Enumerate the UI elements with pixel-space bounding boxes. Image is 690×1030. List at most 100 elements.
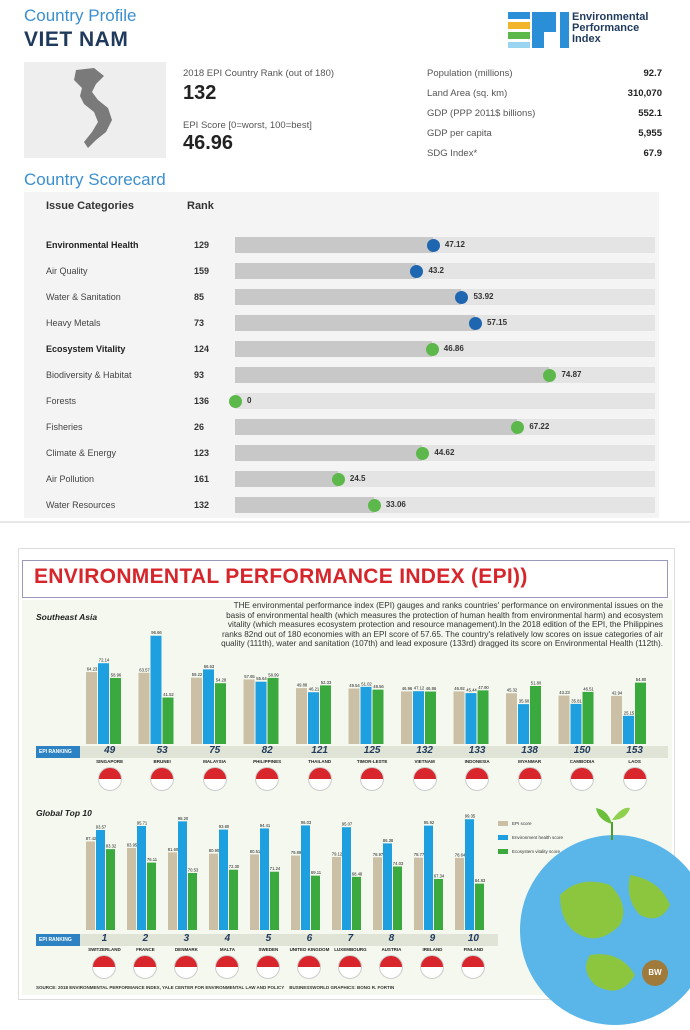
scorecard-bar bbox=[235, 289, 462, 305]
scorecard-dot bbox=[367, 498, 381, 512]
flag-singapore-icon bbox=[97, 767, 122, 791]
scorecard-rank: 123 bbox=[194, 448, 210, 458]
flag-austria-icon bbox=[379, 955, 404, 979]
bar-france-s1 bbox=[137, 826, 146, 930]
scorecard-bar bbox=[235, 341, 432, 357]
bar-value-label: 58.96 bbox=[111, 672, 122, 677]
bar-singapore-s1 bbox=[98, 663, 109, 744]
bar-united-kingdom-s2 bbox=[311, 875, 320, 930]
profile-country: VIET NAM bbox=[24, 28, 129, 51]
bar-value-label: 59.22 bbox=[192, 672, 203, 677]
bar-thailand-s1 bbox=[308, 692, 319, 744]
scorecard-rank: 132 bbox=[194, 500, 210, 510]
scorecard-bar bbox=[235, 367, 550, 383]
bar-timor-leste-s1 bbox=[360, 686, 372, 744]
bar-indonesia-s2 bbox=[477, 690, 489, 744]
country-name: SWITZERLAND bbox=[88, 947, 121, 952]
flag-switzerland-icon bbox=[92, 955, 117, 979]
rank-number: 2 bbox=[142, 933, 149, 944]
bar-value-label: 96.03 bbox=[301, 820, 312, 825]
scorecard-dot bbox=[543, 368, 557, 382]
bar-value-label: 46.96 bbox=[402, 686, 413, 691]
bar-philippines-s1 bbox=[255, 681, 267, 744]
epi-logo-icon bbox=[508, 12, 569, 48]
bar-myanmar-s0 bbox=[506, 693, 517, 744]
rank-number: 75 bbox=[209, 745, 221, 756]
bar-value-label: 54.80 bbox=[636, 677, 647, 682]
bar-france-s2 bbox=[147, 862, 156, 930]
bar-myanmar-s1 bbox=[518, 704, 529, 744]
bar-cambodia-s0 bbox=[558, 695, 570, 744]
scorecard-bar bbox=[235, 445, 423, 461]
flag-brunei-icon bbox=[150, 767, 175, 791]
rank-number: 49 bbox=[104, 745, 116, 756]
infographic-title: ENVIRONMENTAL PERFORMANCE INDEX (EPI)) bbox=[34, 565, 528, 588]
rank-number: 121 bbox=[311, 745, 328, 756]
scorecard-title: Country Scorecard bbox=[24, 170, 166, 189]
bar-value-label: 72.14 bbox=[99, 658, 110, 663]
scorecard-bar-track bbox=[235, 393, 655, 409]
flag-thailand-icon bbox=[307, 767, 332, 791]
rank-value: 132 bbox=[183, 82, 217, 104]
bar-cambodia-s2 bbox=[582, 691, 594, 744]
bar-value-label: 46.51 bbox=[583, 686, 594, 691]
bar-value-label: 78.64 bbox=[455, 852, 466, 857]
rank-number: 7 bbox=[347, 933, 354, 944]
bar-laos-s0 bbox=[611, 695, 622, 744]
country-name: DENMARK bbox=[174, 947, 198, 952]
sea-bar-chart: 64.23 63.57 59.22 57.65 49.88 49.54 46.96 46.92… bbox=[86, 630, 647, 744]
bar-value-label: 80.90 bbox=[209, 848, 220, 853]
scorecard-category: Water Resources bbox=[46, 500, 116, 510]
country-name: IRELAND bbox=[422, 947, 443, 952]
scorecard-rank: 85 bbox=[194, 292, 205, 302]
bar-vietnam-s2 bbox=[425, 691, 436, 744]
scorecard-dot bbox=[416, 446, 430, 460]
country-name: UNITED KINGDOM bbox=[289, 947, 330, 952]
bar-malta-s2 bbox=[229, 869, 238, 930]
scorecard-value: 33.06 bbox=[385, 500, 406, 509]
scorecard-value: 43.2 bbox=[428, 266, 445, 275]
bar-timor-leste-s2 bbox=[372, 689, 384, 744]
scorecard-dot bbox=[229, 394, 242, 408]
bar-value-label: 25.15 bbox=[624, 710, 635, 715]
scorecard-dot bbox=[410, 264, 424, 278]
bar-value-label: 74.03 bbox=[393, 861, 404, 866]
bar-value-label: 45.44 bbox=[466, 688, 477, 693]
bar-thailand-s2 bbox=[320, 685, 331, 744]
bar-value-label: 80.51 bbox=[250, 849, 261, 854]
rank-label: 2018 EPI Country Rank (out of 180) bbox=[183, 68, 335, 79]
bar-brunei-s0 bbox=[138, 672, 150, 744]
bar-value-label: 87.42 bbox=[86, 836, 97, 841]
bar-value-label: 96.66 bbox=[151, 630, 162, 635]
bar-value-label: 46.86 bbox=[426, 686, 437, 691]
bar-value-label: 66.63 bbox=[204, 664, 215, 669]
bar-cambodia-s1 bbox=[570, 703, 582, 744]
scorecard-value: 53.92 bbox=[473, 292, 494, 301]
scorecard-bar bbox=[235, 263, 417, 279]
flag-indonesia-icon bbox=[465, 767, 490, 791]
sea-ranking-tag: EPI RANKING bbox=[36, 746, 80, 758]
bar-value-label: 49.54 bbox=[349, 683, 360, 688]
bar-value-label: 95.07 bbox=[342, 822, 353, 827]
bar-value-label: 46.92 bbox=[454, 686, 465, 691]
scorecard-dot bbox=[331, 472, 345, 486]
country-name: LUXEMBOURG bbox=[334, 947, 367, 952]
country-name: FRANCE bbox=[136, 947, 155, 952]
bar-value-label: 51.80 bbox=[531, 680, 542, 685]
bar-sweden-s1 bbox=[260, 828, 269, 930]
global-chart-title: Global Top 10 bbox=[36, 808, 92, 818]
country-name: MALTA bbox=[219, 947, 235, 952]
scorecard-value: 47.12 bbox=[444, 240, 465, 249]
legend-swatch-eh bbox=[498, 835, 508, 840]
bar-philippines-s0 bbox=[243, 679, 255, 744]
bar-ireland-s2 bbox=[434, 878, 443, 930]
rank-number: 6 bbox=[306, 933, 313, 944]
bar-value-label: 67.34 bbox=[434, 873, 445, 878]
scorecard-rank: 93 bbox=[194, 370, 205, 380]
globe-icon bbox=[520, 835, 690, 1025]
bar-value-label: 99.35 bbox=[465, 814, 476, 819]
bar-austria-s1 bbox=[383, 843, 392, 930]
scorecard-bar bbox=[235, 237, 433, 253]
bar-value-label: 70.53 bbox=[188, 868, 199, 873]
scorecard-rank: 124 bbox=[194, 344, 210, 354]
